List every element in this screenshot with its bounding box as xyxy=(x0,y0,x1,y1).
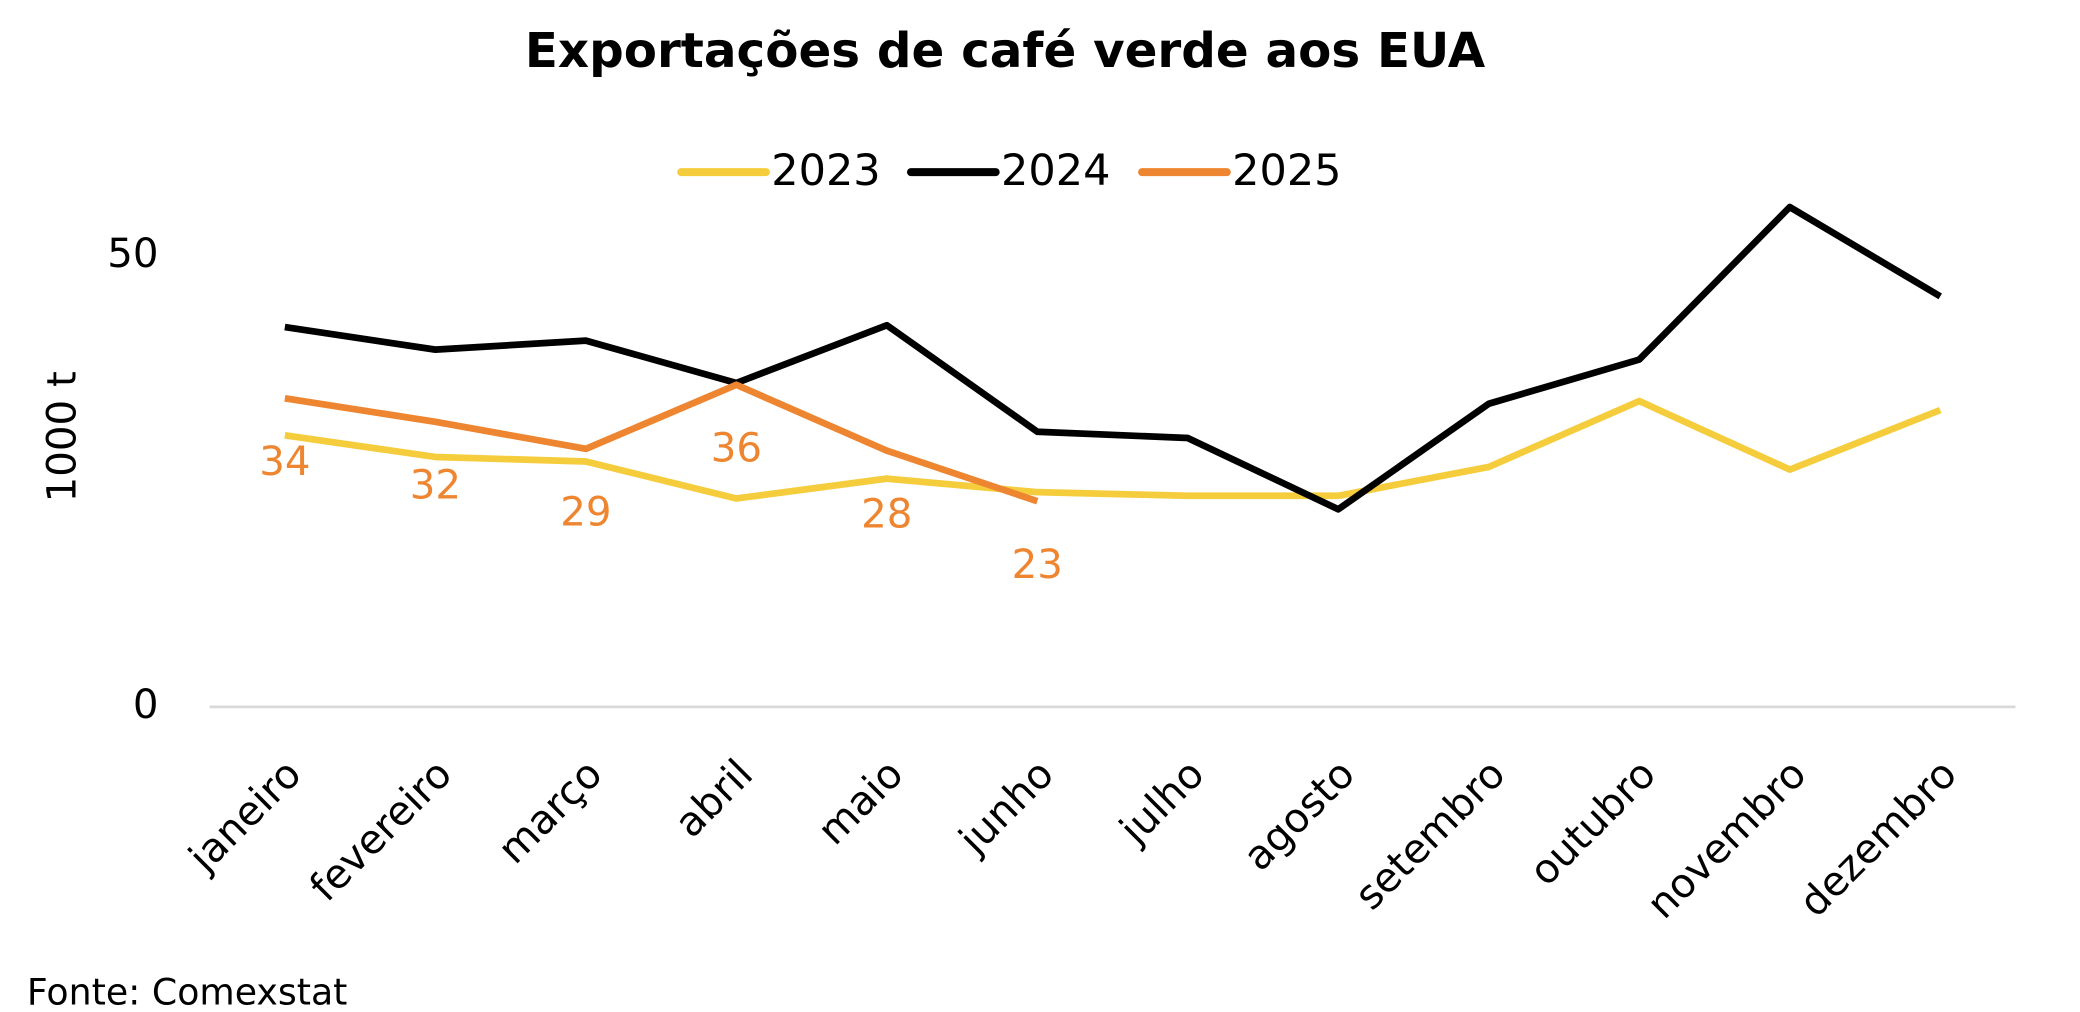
x-tick-label: agosto xyxy=(1234,750,1364,880)
x-tick-label: março xyxy=(489,750,612,873)
x-tick-label: setembro xyxy=(1346,750,1515,919)
y-tick-label: 50 xyxy=(107,230,158,277)
legend-label: 2024 xyxy=(1001,146,1110,196)
x-tick-label: abril xyxy=(666,750,762,846)
x-tick-label: outubro xyxy=(1520,750,1665,895)
legend-label: 2025 xyxy=(1232,146,1341,196)
x-tick-label: maio xyxy=(809,750,913,854)
chart-title: Exportações de café verde aos EUA xyxy=(525,23,1486,79)
series-line xyxy=(284,203,1942,513)
series-line xyxy=(284,381,1039,505)
x-tick-label: dezembro xyxy=(1790,750,1966,926)
x-tick-label: junho xyxy=(949,750,1062,863)
y-tick-label: 0 xyxy=(133,681,159,728)
data-label: 36 xyxy=(711,425,762,472)
data-label: 28 xyxy=(861,490,912,537)
data-label: 23 xyxy=(1012,541,1063,588)
legend-label: 2023 xyxy=(771,146,880,196)
x-tick-label: julho xyxy=(1110,750,1213,853)
x-tick-label: janeiro xyxy=(179,750,310,881)
source: Fonte: Comexstat xyxy=(27,970,348,1012)
series-line xyxy=(284,397,1942,502)
data-label: 29 xyxy=(560,489,611,536)
data-label: 32 xyxy=(410,462,461,509)
y-axis-label: 1000 t xyxy=(38,371,85,502)
x-tick-label: fevereiro xyxy=(301,750,461,910)
data-label: 34 xyxy=(259,438,310,485)
x-tick-label: novembro xyxy=(1638,750,1815,927)
